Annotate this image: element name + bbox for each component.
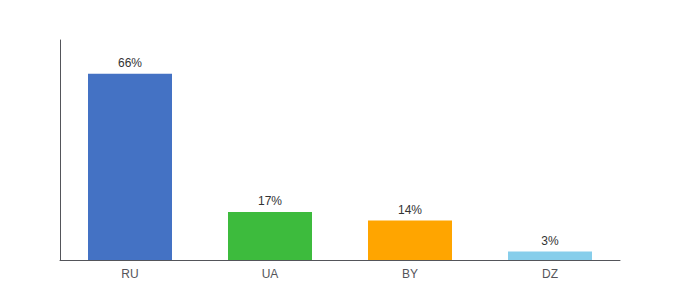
svg-text:14%: 14% [398,203,422,217]
svg-text:17%: 17% [258,194,282,208]
svg-text:3%: 3% [541,234,559,248]
svg-text:RU: RU [121,267,138,281]
svg-text:BY: BY [402,267,418,281]
svg-text:DZ: DZ [542,267,558,281]
svg-text:66%: 66% [118,56,142,70]
svg-text:UA: UA [262,267,279,281]
